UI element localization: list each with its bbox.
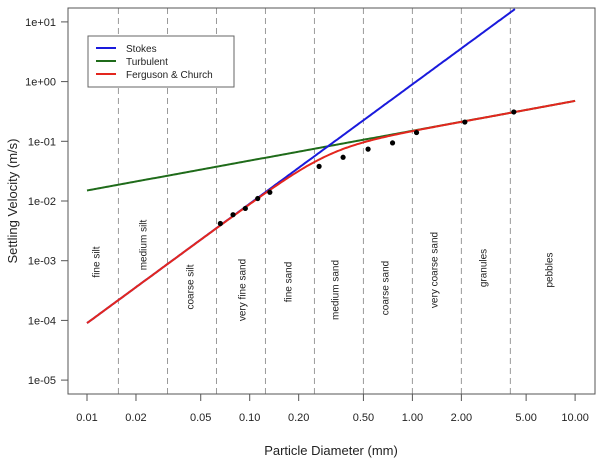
x-tick-label: 0.10 xyxy=(239,412,260,424)
y-tick-label: 1e+01 xyxy=(25,17,56,29)
observation-point xyxy=(217,220,223,227)
observation-point xyxy=(255,195,261,202)
x-axis-title: Particle Diameter (mm) xyxy=(264,443,398,458)
class-label: medium silt xyxy=(139,220,150,271)
legend: Stokes Turbulent Ferguson & Church xyxy=(87,35,235,88)
y-tick-label: 1e-01 xyxy=(28,136,56,148)
y-tick-label: 1e-05 xyxy=(28,375,56,387)
x-tick-label: 0.01 xyxy=(76,412,97,424)
class-label: coarse silt xyxy=(186,264,197,309)
legend-label: Stokes xyxy=(126,44,157,55)
x-tick-label: 2.00 xyxy=(451,412,472,424)
class-label: fine silt xyxy=(92,246,103,277)
observation-point xyxy=(242,205,248,212)
y-tick-label: 1e+00 xyxy=(25,77,56,89)
class-label: very coarse sand xyxy=(430,232,441,308)
class-label: granules xyxy=(479,249,490,287)
observation-point xyxy=(413,129,420,136)
y-tick-label: 1e-04 xyxy=(28,315,56,327)
y-axis-title: Settling Velocity (m/s) xyxy=(5,139,20,264)
class-label: coarse sand xyxy=(381,261,392,315)
legend-label: Turbulent xyxy=(126,57,168,68)
ferguson-church-curve xyxy=(86,99,576,324)
x-tick-label: 0.05 xyxy=(190,412,211,424)
model-curves xyxy=(86,8,576,324)
x-tick-label: 1.00 xyxy=(402,412,423,424)
x-axis: 0.01 0.02 0.05 0.10 0.20 0.50 1.00 2.00 5.00 10.0… xyxy=(76,393,589,424)
x-tick-label: 0.20 xyxy=(288,412,309,424)
observation-point xyxy=(365,146,371,152)
observation-point xyxy=(267,189,273,195)
observation-point xyxy=(389,140,396,146)
class-label: fine sand xyxy=(284,262,295,303)
class-label: very fine sand xyxy=(238,259,249,321)
observation-point xyxy=(316,163,322,169)
class-label: medium sand xyxy=(331,260,342,320)
observation-point xyxy=(230,212,236,218)
x-tick-label: 0.02 xyxy=(125,412,146,424)
y-tick-label: 1e-03 xyxy=(28,256,56,268)
observation-point xyxy=(462,119,468,125)
observation-point xyxy=(511,109,517,115)
legend-label: Ferguson & Church xyxy=(126,70,213,81)
y-axis: 1e+01 1e+00 1e-01 1e-02 1e-03 1e-04 1e-05 xyxy=(25,17,69,387)
x-tick-label: 0.50 xyxy=(353,412,374,424)
observation-point xyxy=(340,154,346,160)
x-tick-label: 5.00 xyxy=(515,412,536,424)
grain-class-labels: fine silt medium silt coarse silt very fine… xyxy=(92,220,556,322)
y-tick-label: 1e-02 xyxy=(28,196,56,208)
class-label: pebbles xyxy=(545,252,556,287)
observation-points xyxy=(217,109,517,227)
x-tick-label: 10.00 xyxy=(561,412,589,424)
